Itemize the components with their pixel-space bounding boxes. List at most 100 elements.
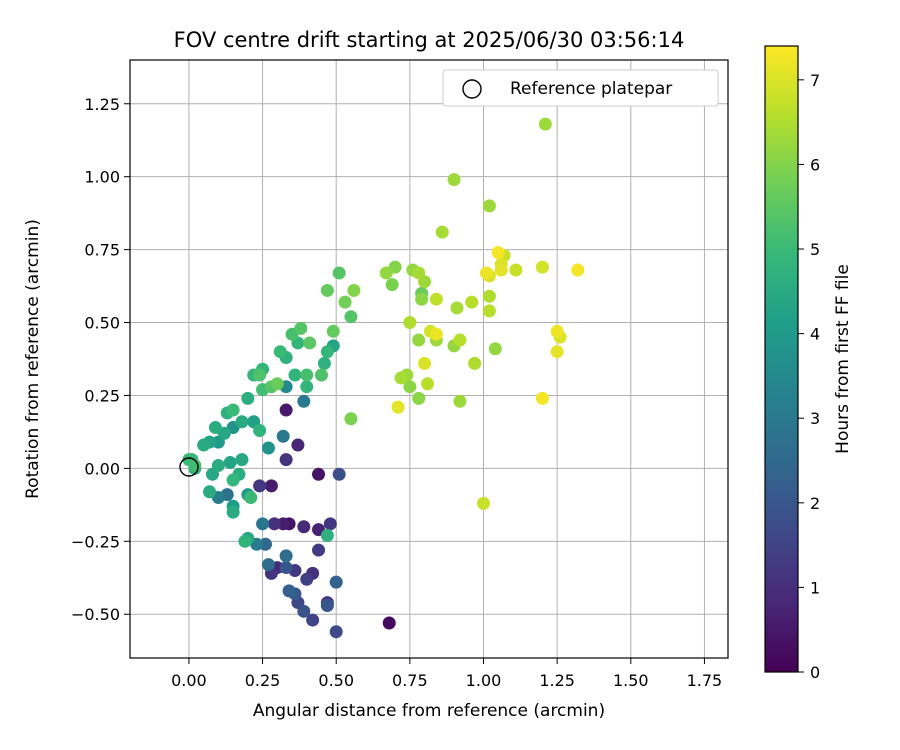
data-point — [256, 517, 270, 531]
data-point — [421, 377, 435, 391]
data-point — [238, 534, 252, 548]
data-point — [412, 266, 426, 280]
data-point — [291, 438, 305, 452]
data-point — [482, 289, 496, 303]
data-point — [332, 266, 346, 280]
data-point — [203, 485, 217, 499]
x-tick-label: 1.00 — [466, 671, 502, 690]
data-point — [226, 403, 240, 417]
data-point — [279, 549, 293, 563]
data-point — [447, 173, 461, 187]
data-point — [270, 377, 284, 391]
colorbar-label: Hours from first FF file — [833, 264, 853, 454]
data-point — [382, 616, 396, 630]
data-point — [297, 520, 311, 534]
data-point — [338, 295, 352, 309]
colorbar-tick-label: 0 — [810, 663, 820, 682]
data-point — [429, 327, 443, 341]
x-tick-label: 0.25 — [245, 671, 281, 690]
data-point — [535, 260, 549, 274]
data-point — [385, 278, 399, 292]
data-point — [279, 561, 293, 575]
x-tick-label: 1.25 — [539, 671, 575, 690]
data-point — [294, 321, 308, 335]
x-tick-label: 0.75 — [392, 671, 428, 690]
data-point — [320, 528, 334, 542]
data-point — [241, 391, 255, 405]
data-point — [412, 391, 426, 405]
legend-entry-reference: Reference platepar — [510, 79, 672, 99]
data-point — [223, 456, 237, 470]
x-tick-label: 0.50 — [318, 671, 354, 690]
data-point — [297, 394, 311, 408]
data-point — [479, 266, 493, 280]
colorbar-tick-label: 4 — [810, 325, 820, 344]
y-tick-label: −0.25 — [71, 532, 120, 551]
data-point — [320, 283, 334, 297]
data-point — [320, 598, 334, 612]
data-point — [312, 467, 326, 481]
data-point — [208, 421, 222, 435]
data-point — [300, 380, 314, 394]
y-tick-label: 0.50 — [84, 314, 120, 333]
data-point — [279, 453, 293, 467]
data-point — [450, 301, 464, 315]
data-point — [347, 283, 361, 297]
y-tick-label: −0.50 — [71, 605, 120, 624]
data-point — [550, 324, 564, 338]
data-point — [303, 336, 317, 350]
data-point — [323, 517, 337, 531]
data-point — [538, 117, 552, 131]
legend: Reference platepar — [442, 69, 719, 107]
y-tick-label: 0.75 — [84, 241, 120, 260]
data-point — [494, 263, 508, 277]
y-tick-label: 0.00 — [84, 459, 120, 478]
reference-marker — [179, 457, 199, 477]
data-point — [453, 333, 467, 347]
data-point — [267, 517, 281, 531]
data-point — [244, 491, 258, 505]
data-point — [282, 584, 296, 598]
data-point — [418, 356, 432, 370]
data-point — [197, 438, 211, 452]
data-point — [235, 415, 249, 429]
data-point — [253, 368, 267, 382]
data-point — [415, 292, 429, 306]
data-point — [314, 368, 328, 382]
data-point — [288, 368, 302, 382]
data-point — [261, 558, 275, 572]
data-point — [394, 371, 408, 385]
x-axis-label: Angular distance from reference (arcmin) — [253, 701, 605, 721]
colorbar-ticks: 0 1 2 3 4 5 6 7 — [798, 71, 820, 682]
legend-reference-marker — [462, 79, 482, 99]
x-tick-label: 1.50 — [613, 671, 649, 690]
colorbar — [764, 45, 799, 673]
data-point — [317, 356, 331, 370]
data-point — [332, 467, 346, 481]
x-tick-label: 0.00 — [171, 671, 207, 690]
data-point — [329, 625, 343, 639]
data-point — [482, 199, 496, 213]
data-point — [264, 479, 278, 493]
data-point — [344, 412, 358, 426]
data-point — [476, 496, 490, 510]
data-point — [320, 345, 334, 359]
data-point — [211, 458, 225, 472]
data-point — [344, 310, 358, 324]
data-point — [273, 345, 287, 359]
data-point — [465, 295, 479, 309]
data-point — [550, 345, 564, 359]
data-point — [412, 333, 426, 347]
data-point — [509, 263, 523, 277]
data-points — [182, 117, 585, 639]
data-point — [300, 572, 314, 586]
colorbar-tick-label: 1 — [810, 578, 820, 597]
data-point — [403, 316, 417, 330]
data-point — [253, 423, 267, 437]
data-point — [571, 263, 585, 277]
data-point — [312, 543, 326, 557]
x-tick-label: 1.75 — [687, 671, 723, 690]
data-point — [535, 391, 549, 405]
data-point — [491, 246, 505, 260]
